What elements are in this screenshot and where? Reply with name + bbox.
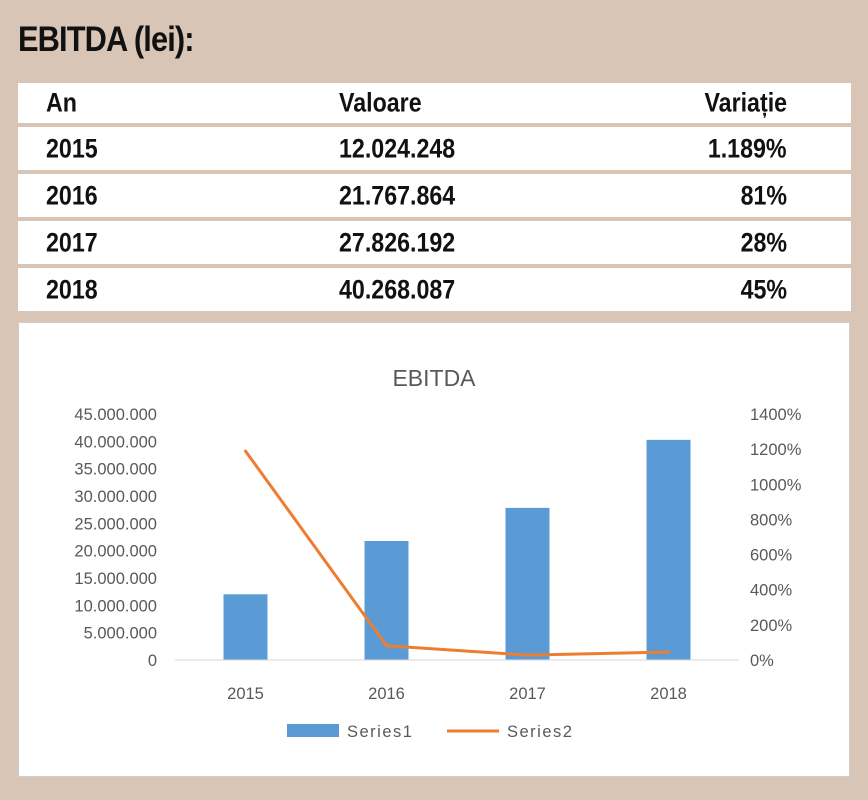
bar-series1-2016 — [364, 541, 409, 660]
cell-year: 2016 — [46, 180, 98, 210]
x-tick-label: 2015 — [227, 685, 264, 703]
y-left-tick-label: 15.000.000 — [74, 570, 157, 588]
chart-svg: EBITDA 0 5.000.000 10.000.000 15.000.000 20.0… — [74, 365, 802, 741]
y-right-tick-label: 800% — [750, 511, 793, 529]
x-tick-label: 2016 — [368, 685, 405, 703]
point-series2-2017 — [526, 653, 529, 657]
point-series2-2016 — [385, 644, 388, 648]
y-left-tick-label: 20.000.000 — [74, 543, 157, 561]
point-series2-2015 — [244, 449, 247, 453]
page-title: EBITDA (lei): — [18, 20, 195, 59]
header-variatie: Variație — [704, 87, 787, 118]
y-left-tick-label: 10.000.000 — [74, 597, 157, 615]
cell-value: 21.767.864 — [339, 180, 456, 210]
cell-value: 12.024.248 — [339, 133, 456, 163]
ebitda-chart: EBITDA 0 5.000.000 10.000.000 15.000.000 20.0… — [18, 322, 850, 777]
chart-title: EBITDA — [392, 365, 476, 391]
cell-variation: 81% — [740, 180, 787, 210]
bar-series1-2017 — [505, 507, 550, 660]
line-series2 — [244, 450, 669, 657]
legend-label-series2: Series2 — [507, 723, 573, 741]
y-right-tick-label: 400% — [750, 582, 793, 600]
cell-variation: 45% — [740, 274, 787, 304]
point-series2-2018 — [667, 650, 670, 654]
y-left-tick-label: 5.000.000 — [84, 625, 157, 643]
table-header-row: An Valoare Variație — [18, 83, 851, 127]
x-tick-label: 2017 — [509, 685, 546, 703]
header-an: An — [46, 87, 77, 118]
cell-year: 2015 — [46, 133, 98, 163]
header-valoare: Valoare — [339, 87, 422, 118]
cell-year: 2017 — [46, 227, 98, 257]
cell-variation: 1.189% — [708, 133, 787, 163]
cell-value: 40.268.087 — [339, 274, 456, 304]
table-row: 2017 27.826.192 28% — [18, 221, 851, 268]
y-left-tick-label: 0 — [148, 652, 157, 670]
cell-variation: 28% — [740, 227, 787, 257]
ebitda-table: An Valoare Variație 2015 12.024.248 1.18… — [18, 83, 851, 311]
y-left-tick-label: 25.000.000 — [74, 515, 157, 533]
cell-value: 27.826.192 — [339, 227, 456, 257]
x-tick-label: 2018 — [650, 685, 687, 703]
y-right-tick-label: 1000% — [750, 476, 802, 494]
y-left-tick-label: 40.000.000 — [74, 433, 157, 451]
legend-label-series1: Series1 — [347, 723, 413, 741]
y-right-tick-label: 1400% — [750, 406, 802, 424]
y-left-tick-label: 30.000.000 — [74, 488, 157, 506]
bar-series1-2015 — [223, 594, 268, 660]
y-left-tick-label: 45.000.000 — [74, 406, 157, 424]
y-right-tick-label: 0% — [750, 652, 774, 670]
cell-year: 2018 — [46, 274, 98, 304]
table-row: 2015 12.024.248 1.189% — [18, 127, 851, 174]
legend-swatch-series1 — [287, 724, 339, 737]
y-right-tick-label: 200% — [750, 617, 793, 635]
y-left-tick-label: 35.000.000 — [74, 461, 157, 479]
bar-series1-2018 — [646, 439, 691, 660]
table-row: 2016 21.767.864 81% — [18, 174, 851, 221]
y-right-tick-label: 1200% — [750, 441, 802, 459]
table-row: 2018 40.268.087 45% — [18, 268, 851, 311]
y-right-tick-label: 600% — [750, 547, 793, 565]
